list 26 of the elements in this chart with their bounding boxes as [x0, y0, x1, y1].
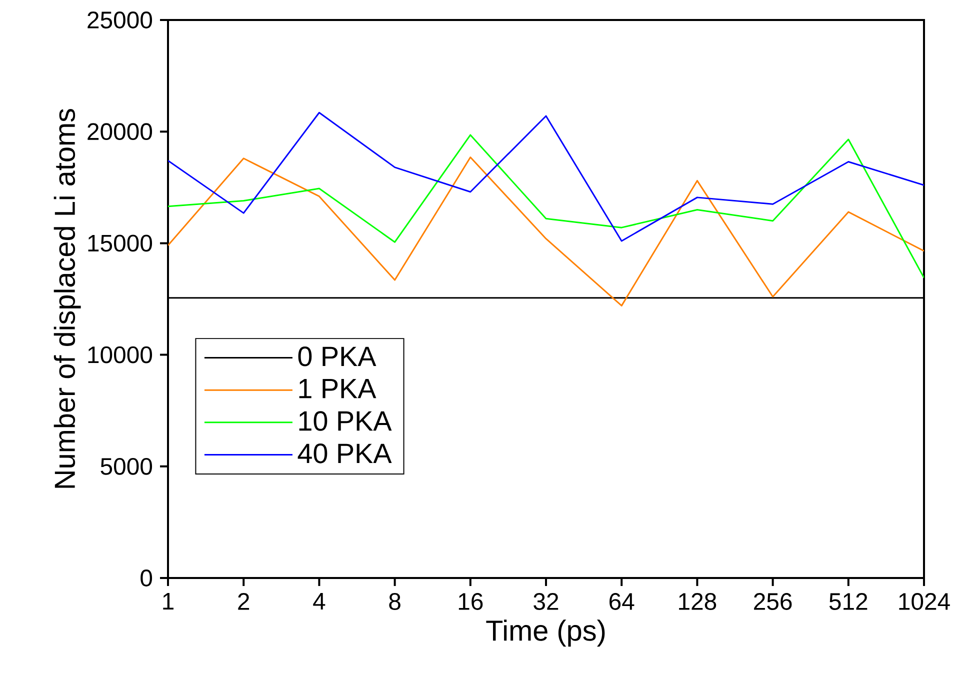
x-tick-label: 512: [829, 593, 868, 610]
x-tick-label: 4: [313, 593, 326, 610]
y-tick-label: 0: [140, 570, 152, 586]
x-tick-label: 32: [534, 593, 558, 610]
legend-label: 40 PKA: [298, 444, 392, 464]
x-tick-label: 2: [238, 593, 250, 610]
x-tick-label: 1: [163, 593, 174, 610]
y-tick-label: 5000: [100, 458, 152, 475]
x-tick-label: 128: [679, 593, 716, 610]
y-tick-label: 25000: [88, 12, 152, 28]
y-axis-title: Number of displaced Li atoms: [54, 109, 81, 488]
x-tick-label: 64: [610, 593, 634, 610]
legend-label: 10 PKA: [299, 411, 392, 431]
y-tick-label: 15000: [88, 234, 152, 252]
line-series: [168, 134, 924, 279]
x-tick-label: 256: [754, 593, 792, 610]
y-tick-label: 20000: [88, 123, 152, 140]
x-tick-label: 1024: [899, 593, 950, 610]
x-tick-label: 16: [458, 593, 483, 610]
x-axis-title: Time (ps): [486, 620, 605, 647]
y-tick-label: 10000: [88, 346, 152, 364]
legend-label: 1 PKA: [299, 378, 376, 398]
line-series: [168, 112, 924, 242]
line-series: [168, 156, 924, 306]
legend-label: 0 PKA: [298, 346, 376, 366]
x-tick-label: 8: [389, 593, 400, 610]
